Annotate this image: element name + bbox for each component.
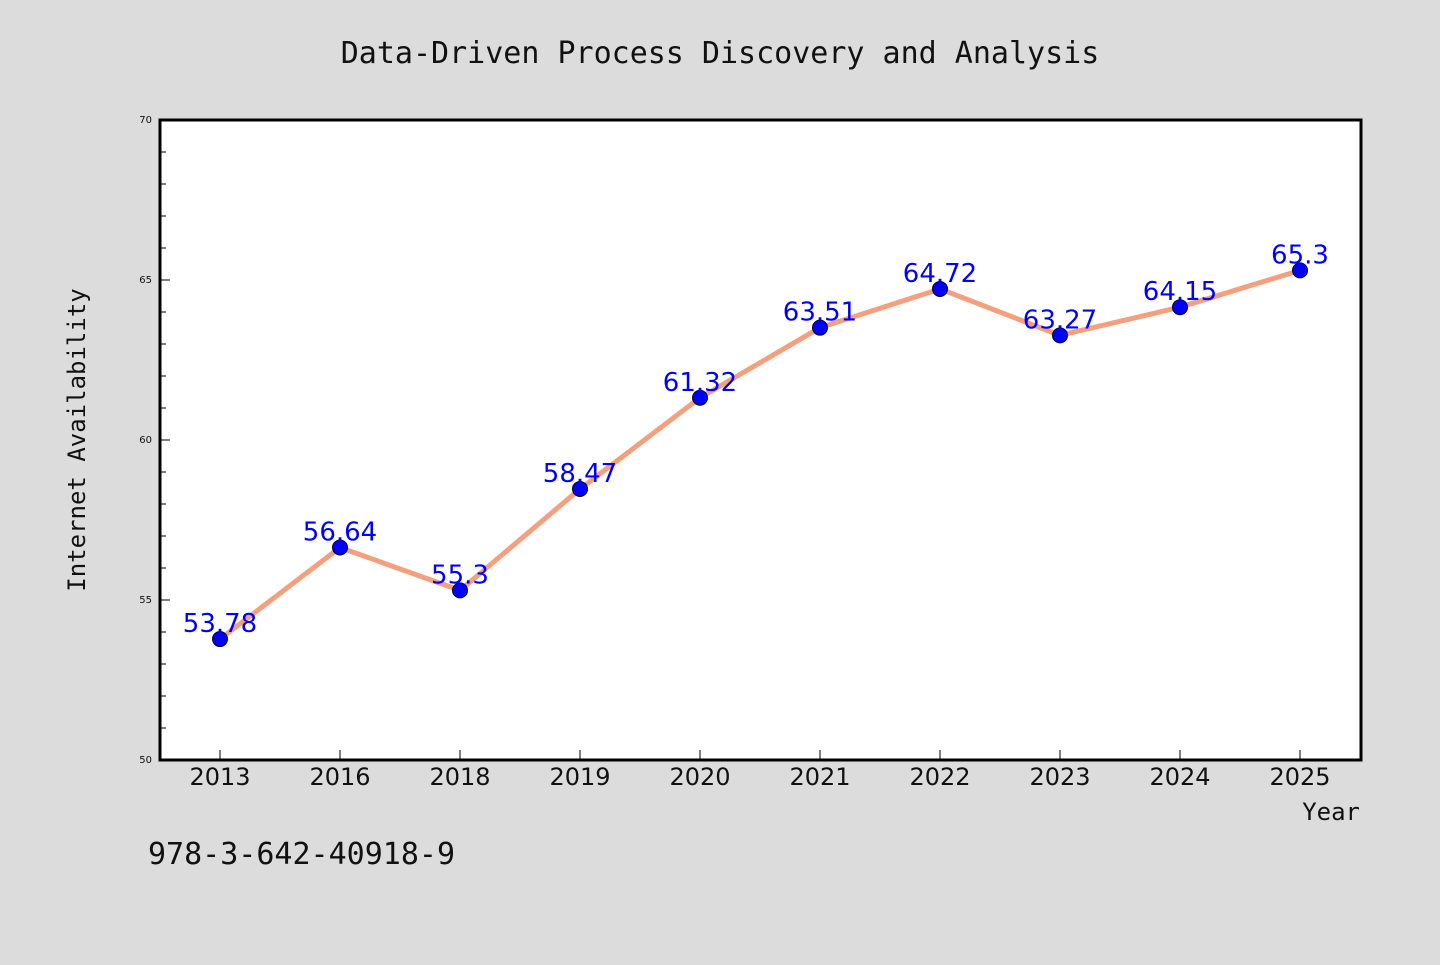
x-tick-label: 2021 — [789, 763, 850, 791]
data-label: 53.78 — [183, 609, 257, 639]
plot-area — [160, 120, 1361, 760]
isbn-text: 978-3-642-40918-9 — [148, 837, 455, 872]
data-label: 61.32 — [663, 368, 737, 398]
data-label: 63.27 — [1023, 305, 1097, 335]
data-label: 56.64 — [303, 518, 377, 548]
data-point — [1172, 299, 1188, 316]
y-tick-label: 65 — [139, 275, 152, 286]
x-tick-label: 2020 — [669, 763, 730, 791]
data-point — [212, 631, 228, 648]
y-axis-label: Internet Availability — [63, 288, 91, 591]
data-point — [1292, 262, 1308, 279]
x-tick-label: 2013 — [189, 763, 250, 791]
data-label: 64.15 — [1143, 277, 1217, 307]
x-tick-label: 2024 — [1149, 763, 1210, 791]
x-tick-label: 2016 — [309, 763, 370, 791]
series-line — [217, 267, 1303, 642]
data-point — [812, 319, 828, 336]
y-tick-label: 70 — [139, 115, 152, 126]
data-label: 58.47 — [543, 459, 617, 489]
data-point — [1052, 327, 1068, 344]
y-tick-label: 50 — [139, 755, 152, 766]
data-labels: 53.78 56.64 55.3 58.47 61.32 63.51 64.72 63.27 6… — [183, 240, 1329, 639]
data-point — [452, 582, 468, 599]
data-point — [572, 480, 588, 497]
x-tick-label: 2018 — [429, 763, 490, 791]
plot-frame — [158, 118, 1363, 762]
x-axis-ticks: 2013 2016 2018 2019 2020 2021 2022 2023 2024 2025 — [189, 750, 1331, 791]
data-series — [212, 262, 1308, 648]
y-tick-label: 55 — [139, 595, 152, 606]
x-tick-label: 2025 — [1269, 763, 1330, 791]
x-axis-label: Year — [1302, 798, 1360, 826]
data-label: 63.51 — [783, 298, 857, 328]
data-label: 55.3 — [431, 560, 489, 590]
data-label: 64.72 — [903, 259, 977, 289]
data-point — [932, 280, 948, 297]
x-tick-label: 2022 — [909, 763, 970, 791]
y-tick-label: 60 — [139, 435, 152, 446]
x-tick-label: 2019 — [549, 763, 610, 791]
data-label: 65.3 — [1271, 240, 1329, 270]
data-point — [332, 539, 348, 556]
x-tick-label: 2023 — [1029, 763, 1090, 791]
data-point — [692, 389, 708, 406]
chart-title: Data-Driven Process Discovery and Analys… — [341, 36, 1100, 71]
